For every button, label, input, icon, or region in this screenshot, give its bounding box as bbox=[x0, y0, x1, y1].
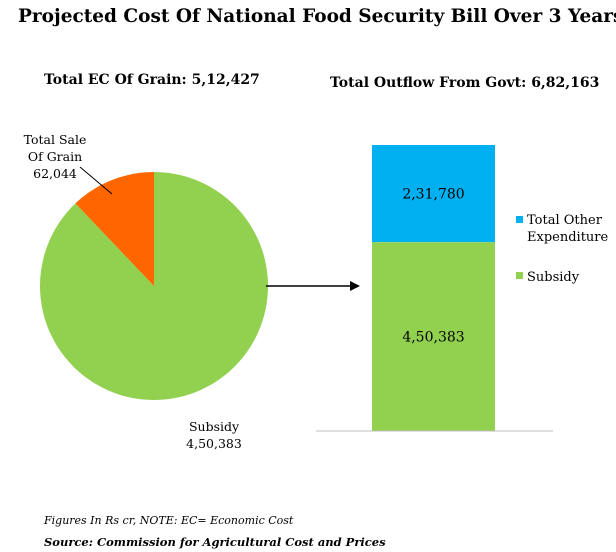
source-note: Source: Commission for Agricultural Cost… bbox=[44, 535, 386, 549]
pie-label-sale-line1: Total Sale bbox=[24, 132, 87, 147]
legend-label-other-line1: Total Other bbox=[527, 213, 603, 228]
pie-label-subsidy-value: 4,50,383 bbox=[186, 436, 242, 451]
bar-label-subsidy: 4,50,383 bbox=[402, 330, 464, 346]
chart-title: Projected Cost Of National Food Security… bbox=[18, 6, 616, 27]
pie-leader-line bbox=[79, 166, 113, 195]
bar-segment-other-expenditure bbox=[372, 145, 495, 243]
arrow-icon bbox=[266, 281, 360, 291]
pie-label-sale-value: 62,044 bbox=[33, 166, 77, 181]
stacked-bar-chart: 2,31,780 4,50,383 bbox=[372, 145, 495, 431]
pie-chart bbox=[39, 172, 269, 400]
figures-note: Figures In Rs cr, NOTE: EC= Economic Cos… bbox=[44, 514, 294, 527]
pie-label-subsidy-line1: Subsidy bbox=[189, 419, 240, 434]
pie-label-sale-line2: Of Grain bbox=[28, 149, 82, 164]
legend-swatch-other-expenditure bbox=[516, 216, 523, 223]
legend-label-subsidy: Subsidy bbox=[527, 270, 580, 285]
pie-chart-heading: Total EC Of Grain: 5,12,427 bbox=[44, 72, 260, 88]
bar-label-other-expenditure: 2,31,780 bbox=[402, 187, 464, 203]
legend-swatch-subsidy bbox=[516, 272, 523, 279]
bar-segment-subsidy bbox=[372, 242, 495, 431]
bar-chart-heading: Total Outflow From Govt: 6,82,163 bbox=[330, 75, 600, 91]
pie-slice-sale-of-grain bbox=[75, 172, 154, 286]
legend-label-other-line2: Expenditure bbox=[527, 230, 608, 245]
